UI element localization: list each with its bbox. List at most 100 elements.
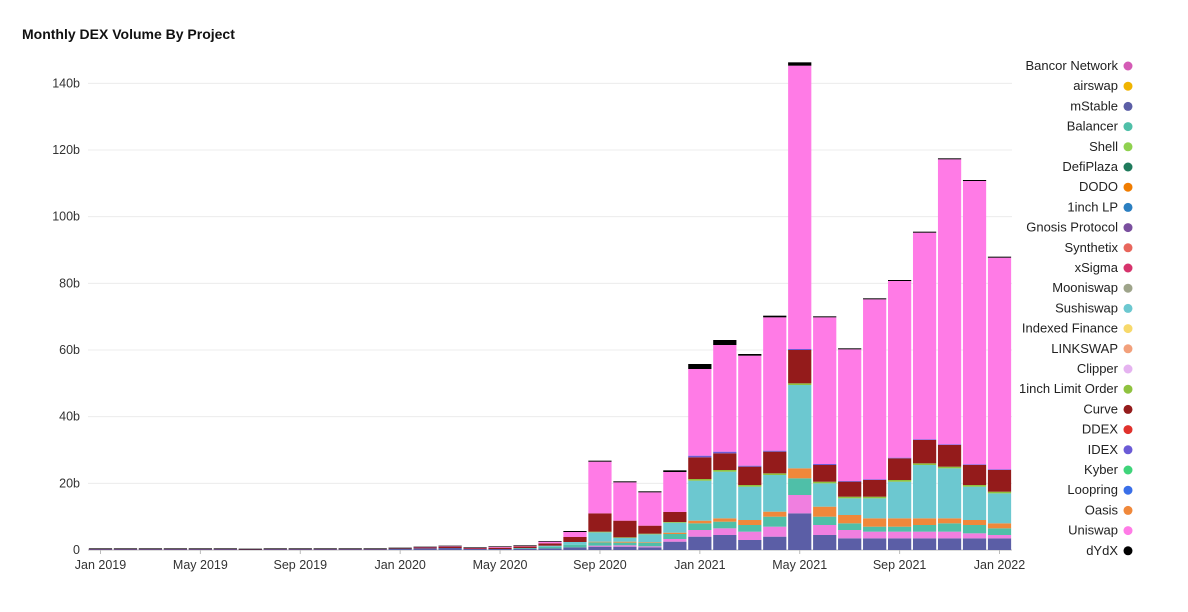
bar-stack[interactable] bbox=[163, 548, 188, 550]
bar-segment[interactable] bbox=[413, 548, 437, 550]
bar-segment[interactable] bbox=[113, 548, 138, 550]
bar-segment[interactable] bbox=[363, 548, 387, 549]
bar-segment[interactable] bbox=[912, 465, 937, 519]
legend-item[interactable]: airswap bbox=[1073, 78, 1133, 93]
bar-stack[interactable] bbox=[513, 545, 537, 550]
bar-stack[interactable] bbox=[288, 548, 312, 550]
bar-stack[interactable] bbox=[987, 256, 1012, 550]
bar-segment[interactable] bbox=[813, 465, 837, 482]
bar-segment[interactable] bbox=[613, 520, 637, 538]
legend-item[interactable]: Mooniswap bbox=[1052, 280, 1133, 295]
bar-segment[interactable] bbox=[888, 480, 912, 482]
bar-segment[interactable] bbox=[613, 541, 637, 543]
bar-segment[interactable] bbox=[813, 316, 837, 318]
bar-segment[interactable] bbox=[937, 468, 962, 519]
bar-stack[interactable] bbox=[763, 315, 787, 550]
bar-segment[interactable] bbox=[987, 538, 1012, 550]
bar-segment[interactable] bbox=[588, 461, 612, 514]
bar-segment[interactable] bbox=[588, 531, 612, 533]
bar-segment[interactable] bbox=[188, 548, 212, 550]
bar-segment[interactable] bbox=[563, 532, 587, 537]
bar-segment[interactable] bbox=[962, 464, 987, 465]
bar-stack[interactable] bbox=[413, 546, 437, 550]
bar-segment[interactable] bbox=[888, 538, 912, 550]
bar-segment[interactable] bbox=[613, 546, 637, 550]
bar-stack[interactable] bbox=[788, 62, 812, 550]
bar-segment[interactable] bbox=[788, 385, 812, 469]
bar-segment[interactable] bbox=[962, 180, 987, 181]
bar-segment[interactable] bbox=[488, 549, 512, 550]
bar-segment[interactable] bbox=[688, 536, 712, 550]
legend-item[interactable]: Uniswap bbox=[1068, 523, 1133, 538]
bar-segment[interactable] bbox=[763, 526, 787, 537]
bar-segment[interactable] bbox=[838, 349, 862, 481]
bar-segment[interactable] bbox=[688, 364, 712, 369]
bar-segment[interactable] bbox=[987, 256, 1012, 258]
bar-segment[interactable] bbox=[588, 541, 612, 543]
bar-stack[interactable] bbox=[937, 158, 962, 550]
bar-segment[interactable] bbox=[213, 548, 237, 549]
bar-segment[interactable] bbox=[163, 549, 188, 550]
bar-stack[interactable] bbox=[713, 340, 737, 550]
bar-segment[interactable] bbox=[912, 440, 937, 464]
bar-segment[interactable] bbox=[663, 541, 687, 550]
bar-segment[interactable] bbox=[638, 492, 662, 526]
bar-segment[interactable] bbox=[588, 542, 612, 546]
bar-segment[interactable] bbox=[738, 354, 762, 356]
bar-stack[interactable] bbox=[188, 548, 212, 550]
bar-segment[interactable] bbox=[838, 496, 862, 499]
bar-segment[interactable] bbox=[363, 549, 387, 550]
bar-segment[interactable] bbox=[263, 548, 287, 549]
bar-segment[interactable] bbox=[788, 478, 812, 495]
bar-segment[interactable] bbox=[713, 470, 737, 472]
bar-segment[interactable] bbox=[838, 523, 862, 530]
bar-segment[interactable] bbox=[838, 515, 862, 524]
bar-segment[interactable] bbox=[912, 531, 937, 539]
bar-segment[interactable] bbox=[663, 470, 687, 472]
bar-segment[interactable] bbox=[638, 491, 662, 493]
bar-segment[interactable] bbox=[388, 547, 412, 549]
bar-segment[interactable] bbox=[987, 469, 1012, 470]
bar-segment[interactable] bbox=[863, 298, 887, 300]
bar-segment[interactable] bbox=[663, 534, 687, 539]
bar-stack[interactable] bbox=[688, 364, 712, 550]
bar-segment[interactable] bbox=[962, 533, 987, 539]
bar-segment[interactable] bbox=[888, 481, 912, 519]
bar-segment[interactable] bbox=[788, 349, 812, 350]
bar-segment[interactable] bbox=[763, 317, 787, 451]
bar-segment[interactable] bbox=[788, 513, 812, 550]
bar-segment[interactable] bbox=[538, 543, 562, 546]
bar-segment[interactable] bbox=[912, 463, 937, 465]
bar-stack[interactable] bbox=[438, 545, 462, 550]
bar-segment[interactable] bbox=[613, 537, 637, 542]
bar-segment[interactable] bbox=[863, 531, 887, 539]
bar-segment[interactable] bbox=[987, 470, 1012, 492]
bar-segment[interactable] bbox=[912, 232, 937, 440]
bar-segment[interactable] bbox=[663, 512, 687, 522]
legend-item[interactable]: Oasis bbox=[1085, 502, 1133, 517]
bar-segment[interactable] bbox=[238, 548, 262, 550]
bar-segment[interactable] bbox=[638, 546, 662, 548]
bar-segment[interactable] bbox=[463, 547, 487, 548]
bar-segment[interactable] bbox=[688, 479, 712, 481]
bar-segment[interactable] bbox=[937, 159, 962, 445]
bar-segment[interactable] bbox=[763, 315, 787, 318]
bar-segment[interactable] bbox=[88, 549, 113, 550]
bar-segment[interactable] bbox=[788, 350, 812, 384]
bar-segment[interactable] bbox=[338, 548, 362, 549]
bar-segment[interactable] bbox=[538, 545, 562, 547]
legend-item[interactable]: 1inch LP bbox=[1067, 199, 1133, 214]
bar-segment[interactable] bbox=[838, 348, 862, 350]
bar-segment[interactable] bbox=[888, 458, 912, 480]
bar-segment[interactable] bbox=[538, 541, 562, 542]
bar-segment[interactable] bbox=[163, 548, 188, 550]
bar-segment[interactable] bbox=[488, 547, 512, 549]
bar-segment[interactable] bbox=[563, 531, 587, 532]
bar-segment[interactable] bbox=[288, 549, 312, 550]
bar-segment[interactable] bbox=[962, 485, 987, 487]
bar-stack[interactable] bbox=[538, 541, 562, 550]
bar-segment[interactable] bbox=[688, 530, 712, 537]
bar-segment[interactable] bbox=[838, 498, 862, 515]
legend-item[interactable]: Indexed Finance bbox=[1022, 321, 1133, 336]
bar-segment[interactable] bbox=[713, 521, 737, 529]
